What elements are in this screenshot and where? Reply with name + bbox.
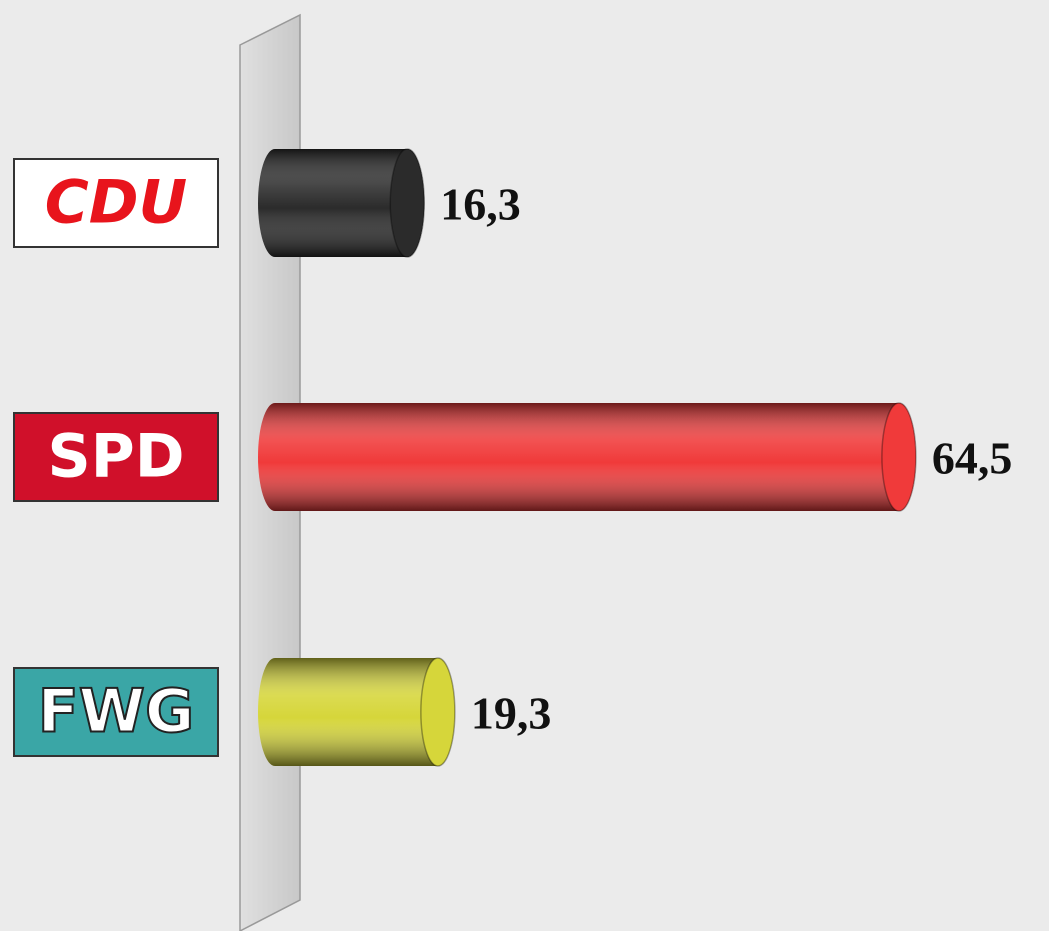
- category-box: [13, 412, 219, 502]
- category-label: SPD: [48, 422, 185, 492]
- bar-cap: [389, 148, 426, 258]
- category-label: FWG: [38, 677, 194, 747]
- bar-cap: [420, 657, 456, 767]
- bar-cap: [881, 402, 917, 512]
- category-box: [13, 158, 219, 248]
- bar-shade: [258, 403, 916, 511]
- category-label: CDU: [45, 168, 188, 238]
- value-label: 16,3: [440, 179, 521, 230]
- category-box: [13, 667, 219, 757]
- value-label: 64,5: [932, 433, 1013, 484]
- bar-shade: [258, 658, 455, 766]
- bar-shade: [258, 149, 425, 257]
- value-label: 19,3: [471, 688, 552, 739]
